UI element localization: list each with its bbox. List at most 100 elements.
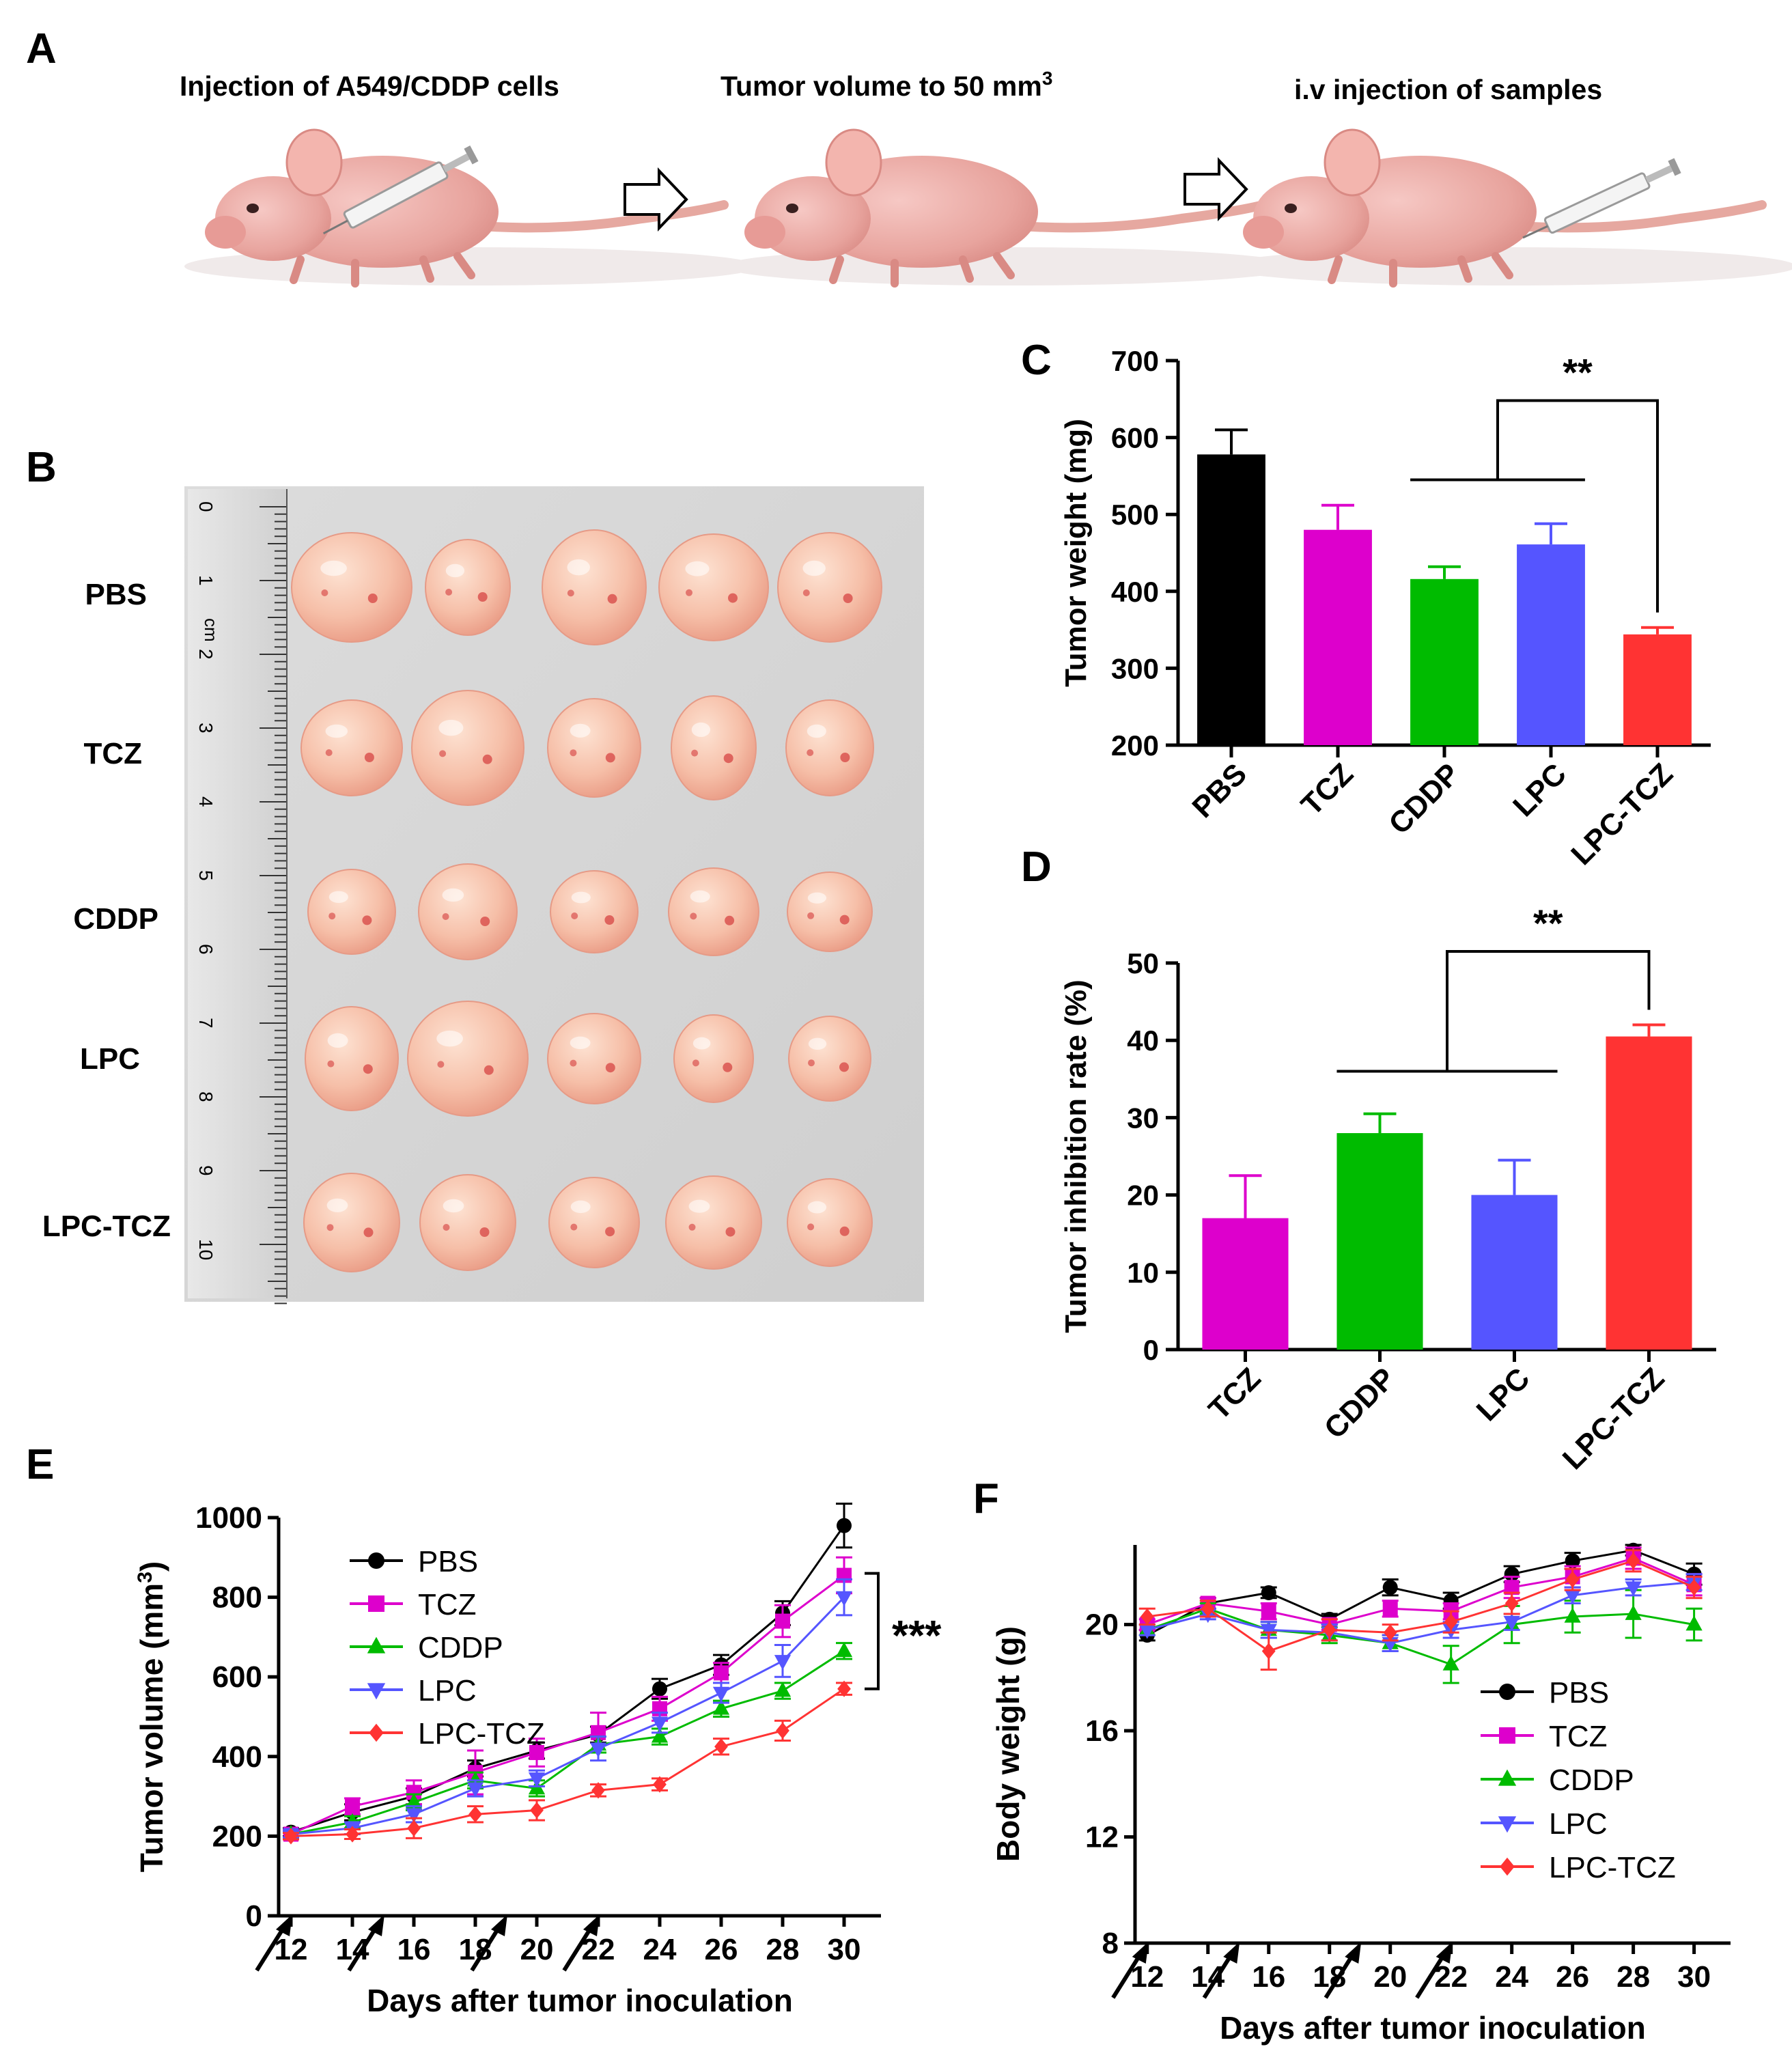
tumor-highlight: [442, 888, 464, 902]
tumor-blood-spot: [442, 913, 449, 920]
x-axis-label: Days after tumor inoculation: [1220, 2010, 1646, 2046]
data-point: [1261, 1643, 1276, 1660]
bar: [1202, 1218, 1289, 1350]
tumor-blood-spot: [840, 753, 850, 762]
y-tick-label: 400: [1111, 576, 1159, 608]
arrow-head: [1436, 1942, 1453, 1964]
tumor-highlight: [327, 1033, 348, 1048]
legend-label: LPC: [418, 1674, 477, 1707]
y-tick-label: 10: [1127, 1257, 1159, 1289]
tumor-blood-spot: [567, 589, 574, 597]
step-1-label: Injection of A549/CDDP cells: [180, 70, 559, 102]
row-label-tcz: TCZ: [83, 737, 142, 770]
x-tick-label: 26: [705, 1933, 738, 1966]
x-tick-label: 22: [1434, 1960, 1468, 1994]
tumor-blood-spot: [480, 917, 490, 926]
tumor-body: [411, 690, 524, 806]
ruler-number: 2: [195, 649, 216, 660]
row-label-cddp: CDDP: [73, 902, 158, 936]
tumor-blood-spot: [723, 753, 733, 764]
x-tick-label: 22: [582, 1933, 615, 1966]
arrow-head: [491, 1914, 507, 1936]
y-tick-label: 20: [1127, 1180, 1159, 1212]
data-point: [775, 1613, 790, 1629]
y-tick-label: 8: [1102, 1927, 1119, 1960]
y-tick-label: 30: [1127, 1102, 1159, 1134]
data-point: [1565, 1571, 1580, 1588]
data-point: [1503, 1615, 1520, 1631]
data-point: [1260, 1623, 1277, 1639]
x-tick-label: CDDP: [1318, 1361, 1402, 1445]
significance-label: ***: [892, 1613, 942, 1660]
tumor-body: [407, 1001, 529, 1117]
tumor: [425, 539, 511, 636]
arrow-head: [583, 1914, 600, 1936]
tumor: [419, 1174, 516, 1271]
mouse-illustration-3: [1222, 128, 1792, 288]
data-point: [591, 1782, 605, 1799]
data-point: [529, 1744, 544, 1760]
tumor-highlight: [808, 1037, 827, 1050]
row-label-lpc: LPC: [80, 1042, 140, 1076]
tumor-highlight: [688, 1199, 710, 1213]
tumor-body: [668, 867, 759, 956]
tumor-blood-spot: [328, 912, 336, 920]
y-tick-label: 200: [1111, 729, 1159, 762]
tumor-highlight: [445, 563, 465, 578]
y-axis-label: Tumor volume (mm3): [134, 1561, 169, 1872]
mouse-illustration-2: [724, 128, 1298, 288]
tumor: [305, 1006, 399, 1111]
ruler-number: 1: [195, 575, 216, 586]
tumor: [658, 533, 769, 641]
data-point: [1626, 1552, 1640, 1570]
tumor-blood-spot: [604, 915, 615, 925]
tumor-blood-spot: [807, 749, 814, 756]
data-point: [1564, 1607, 1581, 1623]
tumor: [307, 869, 396, 955]
legend-label: CDDP: [418, 1631, 503, 1664]
ruler-number: 0: [195, 501, 216, 512]
data-point: [589, 1742, 607, 1758]
x-tick-label: 30: [828, 1933, 861, 1966]
series-line: [1147, 1559, 1695, 1653]
tumor-blood-spot: [325, 749, 333, 756]
syringe-icon-tail: [1522, 158, 1681, 239]
x-tick-label: 30: [1677, 1960, 1711, 1994]
data-point: [466, 1782, 484, 1798]
arrow-head: [1223, 1942, 1240, 1964]
data-point: [1140, 1608, 1154, 1626]
panel-label-d: D: [1021, 843, 1052, 891]
data-point: [1685, 1615, 1703, 1631]
x-tick-label: 28: [1616, 1960, 1650, 1994]
y-axis-label-text: Body weight (g): [990, 1626, 1026, 1862]
tumor: [777, 532, 882, 643]
tumor-blood-spot: [363, 1227, 374, 1238]
data-point: [407, 1819, 421, 1837]
tumor-blood-spot: [321, 589, 328, 596]
bar: [1197, 454, 1265, 745]
tumor-blood-spot: [607, 594, 617, 604]
series-line: [290, 1574, 845, 1835]
tumor-highlight: [320, 560, 347, 576]
legend-item: PBS: [1481, 1676, 1609, 1710]
arrow-head: [1132, 1942, 1149, 1964]
tumor-blood-spot: [477, 592, 488, 602]
series-line: [290, 1688, 845, 1837]
legend-item: PBS: [350, 1545, 478, 1578]
legend-label: LPC: [1549, 1807, 1608, 1841]
y-axis-label: Body weight (g): [990, 1626, 1026, 1862]
tumor-blood-spot: [839, 1226, 850, 1236]
x-tick-label: CDDP: [1382, 757, 1466, 841]
row-label-lpc-tcz: LPC-TCZ: [42, 1210, 171, 1243]
tumor-highlight: [328, 891, 348, 903]
panel-label-b: B: [26, 444, 57, 491]
tumor-highlight: [436, 1030, 463, 1047]
bar: [1304, 529, 1372, 745]
legend-label: PBS: [418, 1545, 478, 1578]
data-point: [528, 1772, 546, 1788]
tumor-blood-spot: [725, 1227, 736, 1237]
y-tick-label: 50: [1127, 947, 1159, 979]
tumor-blood-spot: [327, 1060, 335, 1068]
tumor-blood-spot: [367, 594, 378, 603]
data-point: [774, 1682, 792, 1697]
